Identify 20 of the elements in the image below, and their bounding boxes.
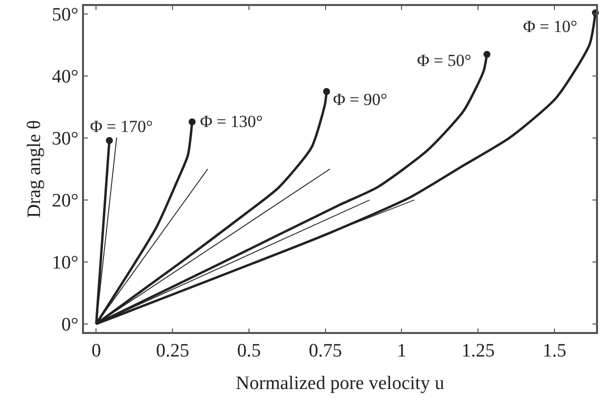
y-tick-label: 0°: [61, 314, 78, 336]
annotation: Φ = 130°: [200, 112, 263, 131]
x-tick-label: 0.5: [237, 340, 261, 362]
annotation: Φ = 90°: [333, 90, 388, 109]
x-tick-label: 0: [91, 340, 101, 362]
x-tick-label: 0.25: [156, 340, 190, 362]
y-tick-label: 10°: [52, 252, 78, 274]
y-tick-label: 50°: [52, 4, 78, 26]
y-tick-label: 20°: [52, 190, 78, 212]
x-tick-label: 1.25: [461, 340, 495, 362]
x-tick-label: 1: [396, 340, 406, 362]
y-tick-label: 30°: [52, 128, 78, 150]
y-axis-title: Drag angle θ: [24, 120, 46, 218]
y-tick-label: 40°: [52, 66, 78, 88]
x-tick-label: 1.5: [542, 340, 566, 362]
annotation: Φ = 170°: [90, 117, 153, 136]
x-tick-label: 0.75: [308, 340, 342, 362]
annotation: Φ = 10°: [523, 17, 578, 36]
x-axis-title: Normalized pore velocity u: [236, 372, 445, 394]
annotation: Φ = 50°: [417, 51, 472, 70]
